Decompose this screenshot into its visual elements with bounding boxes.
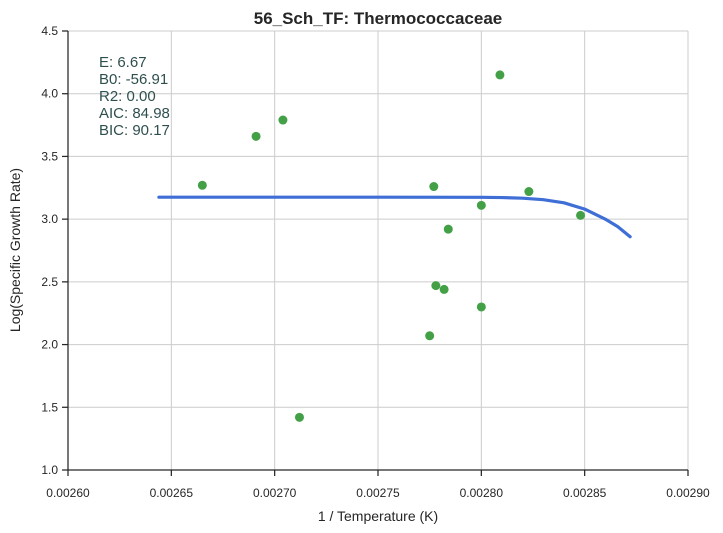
x-tick-label: 0.00260 xyxy=(46,486,90,500)
data-point xyxy=(495,70,505,80)
x-tick-label: 0.00285 xyxy=(563,486,607,500)
data-point xyxy=(294,412,304,422)
data-point xyxy=(425,331,435,341)
grid-layer xyxy=(67,30,689,471)
x-tick-label: 0.00280 xyxy=(460,486,504,500)
fit-curve xyxy=(157,195,632,239)
axes-spines xyxy=(62,30,689,476)
data-point xyxy=(439,284,449,294)
annotation-r2: R2: 0.00 xyxy=(99,88,156,105)
y-tick-label: 1.0 xyxy=(41,463,58,477)
y-tick-label: 2.0 xyxy=(41,338,58,352)
data-point xyxy=(576,210,586,220)
x-tick-label: 0.00270 xyxy=(253,486,297,500)
annotation-aic: AIC: 84.98 xyxy=(99,105,170,122)
y-axis-label: Log(Specific Growth Rate) xyxy=(7,168,23,332)
chart-title: 56_Sch_TF: Thermococcaceae xyxy=(254,9,503,28)
data-point xyxy=(443,224,453,234)
data-point xyxy=(429,182,439,192)
data-point xyxy=(476,200,486,210)
data-point xyxy=(278,115,288,125)
data-point xyxy=(524,187,534,197)
y-tick-label: 3.0 xyxy=(41,212,58,226)
y-tick-label: 3.5 xyxy=(41,149,58,163)
annotation-e: E: 6.67 xyxy=(99,54,147,71)
annotation-bic: BIC: 90.17 xyxy=(99,122,170,139)
x-axis-label: 1 / Temperature (K) xyxy=(318,508,438,524)
data-layer xyxy=(157,70,632,422)
y-tick-label: 4.0 xyxy=(41,87,58,101)
annotation-b0: B0: -56.91 xyxy=(99,71,168,88)
y-tick-label: 2.5 xyxy=(41,275,58,289)
data-point xyxy=(251,131,261,141)
data-point xyxy=(431,281,441,291)
x-tick-label: 0.00290 xyxy=(666,486,710,500)
y-tick-label: 4.5 xyxy=(41,24,58,38)
data-point xyxy=(197,180,207,190)
data-point xyxy=(476,302,486,312)
y-tick-label: 1.5 xyxy=(41,400,58,414)
tick-labels: 0.00260 0.00265 0.00270 0.00275 0.00280 0.002… xyxy=(41,24,710,500)
x-tick-label: 0.00265 xyxy=(150,486,194,500)
x-tick-label: 0.00275 xyxy=(356,486,400,500)
